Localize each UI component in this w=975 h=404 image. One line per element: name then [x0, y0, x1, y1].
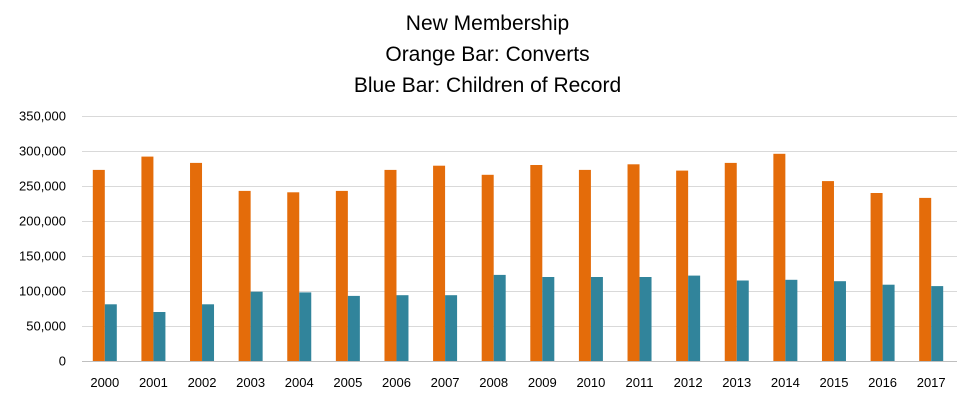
bar-children-of-record — [153, 312, 166, 361]
x-tick-label: 2005 — [333, 375, 362, 390]
bar-converts — [724, 162, 737, 361]
bar-converts — [92, 169, 105, 361]
bar-children-of-record — [202, 304, 215, 361]
x-tick-label: 2006 — [382, 375, 411, 390]
bar-children-of-record — [931, 286, 944, 361]
y-tick-label: 150,000 — [19, 249, 66, 264]
y-tick-label: 200,000 — [19, 214, 66, 229]
bar-converts — [433, 165, 446, 361]
y-tick-label: 100,000 — [19, 284, 66, 299]
bar-children-of-record — [299, 292, 312, 361]
x-tick-label: 2008 — [479, 375, 508, 390]
x-tick-label: 2000 — [90, 375, 119, 390]
bar-converts — [919, 197, 932, 361]
x-tick-label: 2007 — [431, 375, 460, 390]
bar-converts — [530, 165, 543, 361]
bar-converts — [821, 181, 834, 361]
bar-children-of-record — [445, 295, 458, 361]
x-tick-label: 2017 — [917, 375, 946, 390]
bar-converts — [190, 162, 203, 361]
bar-children-of-record — [590, 277, 603, 361]
x-tick-label: 2011 — [626, 375, 654, 390]
bar-converts — [141, 156, 154, 361]
bar-converts — [676, 170, 689, 361]
bar-children-of-record — [833, 281, 846, 361]
bar-converts — [578, 169, 591, 361]
bar-children-of-record — [736, 280, 749, 361]
bar-converts — [287, 192, 300, 361]
y-tick-label: 300,000 — [19, 144, 66, 159]
x-tick-label: 2004 — [285, 375, 314, 390]
y-tick-label: 250,000 — [19, 179, 66, 194]
bar-children-of-record — [688, 275, 701, 361]
x-tick-label: 2009 — [528, 375, 557, 390]
bar-converts — [335, 190, 348, 361]
bar-children-of-record — [104, 304, 117, 361]
bar-children-of-record — [542, 277, 555, 361]
chart-title-block: New Membership Orange Bar: Converts Blue… — [0, 8, 975, 101]
y-tick-label: 0 — [59, 354, 66, 369]
bar-children-of-record — [250, 291, 263, 361]
bar-converts — [870, 193, 883, 361]
y-tick-label: 350,000 — [19, 109, 66, 124]
bar-converts — [238, 190, 251, 361]
x-tick-label: 2001 — [139, 375, 168, 390]
x-tick-label: 2013 — [722, 375, 751, 390]
x-tick-label: 2003 — [236, 375, 265, 390]
x-tick-label: 2012 — [674, 375, 703, 390]
y-tick-label: 50,000 — [26, 319, 66, 334]
bar-children-of-record — [882, 284, 895, 361]
bar-children-of-record — [639, 277, 652, 361]
bar-converts — [384, 169, 397, 361]
chart-title: New Membership — [405, 12, 570, 35]
chart-subtitle-children: Blue Bar: Children of Record — [353, 74, 622, 97]
x-tick-label: 2010 — [576, 375, 605, 390]
x-tick-label: 2016 — [868, 375, 897, 390]
x-tick-label: 2014 — [771, 375, 800, 390]
bar-children-of-record — [785, 279, 798, 361]
bar-children-of-record — [396, 295, 409, 361]
bar-children-of-record — [347, 295, 360, 361]
x-tick-label: 2015 — [820, 375, 849, 390]
bar-converts — [481, 174, 494, 361]
x-tick-label: 2002 — [188, 375, 217, 390]
chart-subtitle-converts: Orange Bar: Converts — [385, 43, 590, 66]
bar-children-of-record — [493, 274, 506, 361]
bar-converts — [773, 153, 786, 361]
bar-converts — [627, 164, 640, 361]
